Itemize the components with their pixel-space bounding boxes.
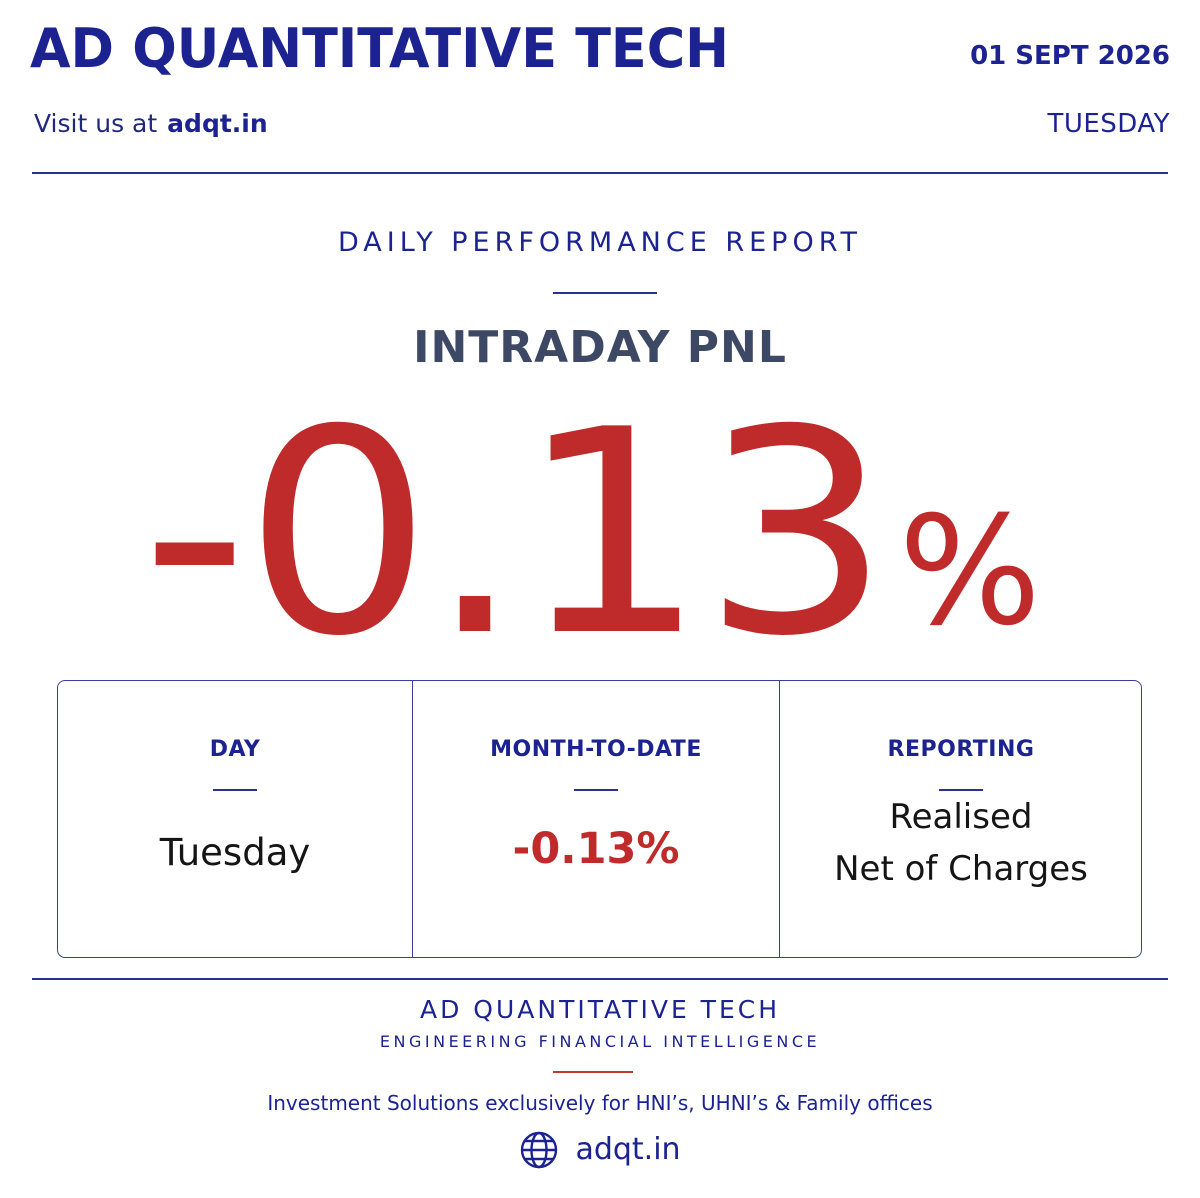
visit-url-link[interactable]: adqt.in: [167, 109, 268, 138]
stats-panel: DAY Tuesday MONTH-TO-DATE -0.13% REPORTI…: [57, 680, 1142, 958]
stat-divider: [574, 789, 618, 791]
intraday-pnl-value: -0.13%: [0, 369, 1200, 698]
report-weekday: TUESDAY: [1047, 109, 1170, 139]
pnl-number: -0.13: [141, 369, 890, 698]
footer-url-link[interactable]: adqt.in: [575, 1132, 681, 1167]
title-divider: [553, 292, 657, 294]
footer-brand: AD QUANTITATIVE TECH: [419, 995, 781, 1024]
stat-card-day: DAY Tuesday: [58, 681, 412, 957]
header-divider: [32, 172, 1168, 174]
intraday-pnl-label: INTRADAY PNL: [413, 322, 787, 373]
stat-card-mtd: MONTH-TO-DATE -0.13%: [412, 681, 779, 957]
globe-icon: [519, 1130, 559, 1170]
pnl-percent-sign: %: [898, 485, 1042, 659]
stat-card-reporting: REPORTING Realised Net of Charges: [779, 681, 1142, 957]
report-date: 01 SEPT 2026: [970, 41, 1170, 71]
visit-prefix: Visit us at: [34, 109, 158, 138]
stat-divider: [213, 789, 257, 791]
stat-divider: [939, 789, 983, 791]
stat-reporting-line2: Net of Charges: [834, 849, 1088, 889]
stat-day-label: DAY: [209, 737, 261, 762]
brand-title: AD QUANTITATIVE TECH: [30, 17, 730, 80]
stat-reporting-line1: Realised: [889, 797, 1033, 837]
stat-mtd-label: MONTH-TO-DATE: [490, 737, 702, 762]
footer-website: adqt.in: [0, 1130, 1200, 1174]
stat-reporting-label: REPORTING: [887, 737, 1035, 762]
report-title: DAILY PERFORMANCE REPORT: [337, 227, 863, 258]
footer-description: Investment Solutions exclusively for HNI…: [267, 1091, 933, 1115]
footer-accent-rule: [553, 1071, 633, 1073]
stat-day-value: Tuesday: [159, 831, 311, 874]
stat-mtd-value: -0.13%: [512, 824, 680, 874]
footer-divider: [32, 978, 1168, 980]
visit-line: Visit us at adqt.in: [34, 106, 268, 142]
footer-tagline: ENGINEERING FINANCIAL INTELLIGENCE: [379, 1032, 821, 1051]
stat-reporting-value: Realised Net of Charges: [780, 791, 1142, 895]
